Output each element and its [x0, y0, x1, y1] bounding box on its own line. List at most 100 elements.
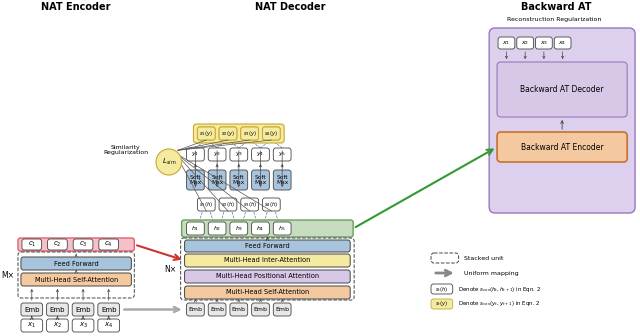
Circle shape	[156, 149, 182, 175]
Text: $s_2(y)$: $s_2(y)$	[221, 129, 235, 138]
Text: $x_4$: $x_4$	[104, 321, 113, 330]
FancyBboxPatch shape	[252, 222, 269, 235]
FancyBboxPatch shape	[219, 198, 237, 211]
Text: Similarity
Regularization: Similarity Regularization	[103, 144, 148, 155]
Text: Backward AT Decoder: Backward AT Decoder	[520, 85, 604, 94]
Text: Multi-Head Positional Attention: Multi-Head Positional Attention	[216, 274, 319, 280]
FancyBboxPatch shape	[21, 319, 43, 332]
FancyBboxPatch shape	[252, 148, 269, 161]
Text: $s_3(y)$: $s_3(y)$	[243, 129, 257, 138]
Text: Soft
Max: Soft Max	[189, 175, 202, 185]
FancyBboxPatch shape	[489, 28, 635, 213]
Text: $s_4(y)$: $s_4(y)$	[264, 129, 278, 138]
Text: $h_5$: $h_5$	[278, 224, 286, 233]
FancyBboxPatch shape	[219, 127, 237, 140]
FancyBboxPatch shape	[252, 170, 269, 190]
Text: Multi-Head Inter-Attention: Multi-Head Inter-Attention	[224, 257, 310, 263]
Text: Feed Forward: Feed Forward	[54, 260, 99, 266]
FancyBboxPatch shape	[193, 124, 284, 143]
FancyBboxPatch shape	[18, 238, 134, 251]
Text: NAT Decoder: NAT Decoder	[255, 2, 325, 12]
Text: $h_3$: $h_3$	[235, 224, 243, 233]
FancyBboxPatch shape	[262, 127, 280, 140]
FancyBboxPatch shape	[273, 148, 291, 161]
FancyBboxPatch shape	[72, 303, 94, 316]
FancyBboxPatch shape	[230, 170, 248, 190]
Text: $s_4(y)$: $s_4(y)$	[264, 129, 278, 138]
Text: Emb: Emb	[253, 307, 268, 312]
FancyBboxPatch shape	[241, 127, 259, 140]
FancyBboxPatch shape	[197, 198, 215, 211]
FancyBboxPatch shape	[273, 170, 291, 190]
FancyBboxPatch shape	[431, 284, 452, 294]
FancyBboxPatch shape	[241, 127, 259, 140]
Text: Emb: Emb	[275, 307, 289, 312]
FancyBboxPatch shape	[186, 303, 204, 316]
FancyBboxPatch shape	[554, 37, 571, 49]
Text: $y_1$: $y_1$	[191, 151, 200, 159]
Text: Stacked unit: Stacked unit	[463, 255, 503, 260]
Text: $L_{sim}$: $L_{sim}$	[161, 157, 176, 167]
Text: $h_4$: $h_4$	[256, 224, 265, 233]
FancyBboxPatch shape	[186, 222, 204, 235]
Text: Emb: Emb	[210, 307, 224, 312]
FancyBboxPatch shape	[536, 37, 552, 49]
Text: $x_1$: $x_1$	[502, 39, 511, 47]
FancyBboxPatch shape	[21, 273, 131, 286]
Text: Denote $s_{cos}(h_t, h_{t+1})$ in Eqn. 2: Denote $s_{cos}(h_t, h_{t+1})$ in Eqn. 2	[458, 285, 541, 294]
FancyBboxPatch shape	[99, 239, 118, 250]
Text: Soft
Max: Soft Max	[233, 175, 245, 185]
Text: Multi-Head Self-Attention: Multi-Head Self-Attention	[35, 277, 118, 283]
Text: $x_4$: $x_4$	[559, 39, 567, 47]
Text: $s_3(h)$: $s_3(h)$	[243, 200, 257, 209]
Text: $x_3$: $x_3$	[540, 39, 548, 47]
Text: Emb: Emb	[232, 307, 246, 312]
FancyBboxPatch shape	[230, 303, 248, 316]
FancyBboxPatch shape	[252, 303, 269, 316]
Text: $s_1(y)$: $s_1(y)$	[199, 129, 213, 138]
FancyBboxPatch shape	[186, 148, 204, 161]
FancyBboxPatch shape	[516, 37, 534, 49]
Text: $c_1$: $c_1$	[28, 240, 36, 249]
FancyBboxPatch shape	[72, 319, 94, 332]
FancyBboxPatch shape	[262, 198, 280, 211]
FancyBboxPatch shape	[184, 270, 350, 283]
FancyBboxPatch shape	[431, 299, 452, 309]
FancyBboxPatch shape	[219, 127, 237, 140]
Text: $y_3$: $y_3$	[235, 151, 243, 159]
FancyBboxPatch shape	[98, 319, 120, 332]
Text: Soft
Max: Soft Max	[276, 175, 288, 185]
FancyBboxPatch shape	[184, 286, 350, 299]
FancyBboxPatch shape	[241, 198, 259, 211]
Text: $y_5$: $y_5$	[278, 151, 286, 159]
Text: $s_2(y)$: $s_2(y)$	[221, 129, 235, 138]
Text: $h_1$: $h_1$	[191, 224, 200, 233]
FancyBboxPatch shape	[47, 319, 68, 332]
Text: $s_4(h)$: $s_4(h)$	[264, 200, 278, 209]
Text: $c_2$: $c_2$	[53, 240, 61, 249]
FancyBboxPatch shape	[208, 170, 226, 190]
Text: Denote $s_{cos}(y_t, y_{t+1})$ in Eqn. 2: Denote $s_{cos}(y_t, y_{t+1})$ in Eqn. 2	[458, 299, 540, 308]
Text: M×: M×	[1, 270, 14, 280]
FancyBboxPatch shape	[497, 132, 627, 162]
FancyBboxPatch shape	[497, 62, 627, 117]
Text: NAT Encoder: NAT Encoder	[42, 2, 111, 12]
FancyBboxPatch shape	[230, 222, 248, 235]
Text: $h_2$: $h_2$	[213, 224, 221, 233]
FancyBboxPatch shape	[498, 37, 515, 49]
FancyBboxPatch shape	[21, 257, 131, 270]
FancyBboxPatch shape	[182, 220, 353, 237]
Text: $x_3$: $x_3$	[79, 321, 88, 330]
Text: N×: N×	[164, 264, 177, 274]
Text: $y_2$: $y_2$	[213, 151, 221, 159]
FancyBboxPatch shape	[197, 127, 215, 140]
Text: $s_t(h)$: $s_t(h)$	[435, 285, 449, 294]
Text: Multi-Head Self-Attention: Multi-Head Self-Attention	[226, 290, 309, 295]
FancyBboxPatch shape	[230, 148, 248, 161]
Text: Backward AT: Backward AT	[521, 2, 591, 12]
FancyBboxPatch shape	[98, 303, 120, 316]
Text: Emb: Emb	[24, 306, 40, 312]
Text: Emb: Emb	[50, 306, 65, 312]
Text: $s_1(y)$: $s_1(y)$	[199, 129, 213, 138]
Text: Soft
Max: Soft Max	[211, 175, 223, 185]
